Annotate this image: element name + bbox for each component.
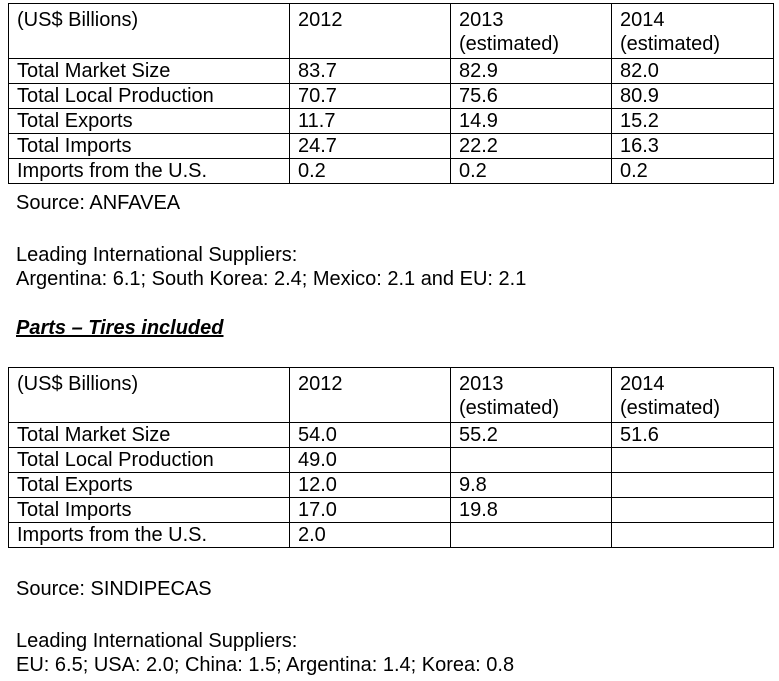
value-cell: 11.7	[289, 108, 451, 134]
row-label-cell: Total Imports	[8, 133, 290, 159]
table-row: Total Market Size 83.7 82.9 82.0	[8, 58, 774, 84]
value-cell: 75.6	[450, 83, 612, 109]
value-cell: 17.0	[289, 497, 451, 523]
column-header: 2014 (estimated)	[611, 3, 774, 59]
table1-suppliers-label: Leading International Suppliers:	[16, 244, 298, 266]
value-cell: 14.9	[450, 108, 612, 134]
value-cell: 24.7	[289, 133, 451, 159]
table-row: Total Exports 12.0 9.8	[8, 472, 774, 498]
value-cell	[611, 522, 774, 548]
table-row: Imports from the U.S. 2.0	[8, 522, 774, 548]
table-row: Total Market Size 54.0 55.2 51.6	[8, 422, 774, 448]
table1-suppliers-text: Argentina: 6.1; South Korea: 2.4; Mexico…	[16, 268, 527, 290]
table-row: Total Local Production 49.0	[8, 447, 774, 473]
value-cell: 54.0	[289, 422, 451, 448]
table-row: Imports from the U.S. 0.2 0.2 0.2	[8, 158, 774, 184]
parts-market-table: (US$ Billions) 2012 2013 (estimated) 2014 (es…	[8, 367, 774, 548]
row-label-cell: Total Market Size	[8, 422, 290, 448]
row-label-cell: Total Imports	[8, 497, 290, 523]
parts-section-heading: Parts – Tires included	[16, 317, 224, 339]
value-cell	[450, 447, 612, 473]
value-cell	[450, 522, 612, 548]
table-row: Total Imports 24.7 22.2 16.3	[8, 133, 774, 159]
value-cell: 80.9	[611, 83, 774, 109]
row-label-cell: Imports from the U.S.	[8, 158, 290, 184]
value-cell: 82.0	[611, 58, 774, 84]
value-cell: 0.2	[611, 158, 774, 184]
value-cell: 2.0	[289, 522, 451, 548]
column-header: 2012	[289, 367, 451, 423]
value-cell: 0.2	[450, 158, 612, 184]
column-header: (US$ Billions)	[8, 367, 290, 423]
value-cell	[611, 497, 774, 523]
value-cell	[611, 472, 774, 498]
row-label-cell: Total Market Size	[8, 58, 290, 84]
value-cell: 70.7	[289, 83, 451, 109]
row-label-cell: Total Local Production	[8, 447, 290, 473]
value-cell: 9.8	[450, 472, 612, 498]
row-label-cell: Total Exports	[8, 472, 290, 498]
value-cell: 16.3	[611, 133, 774, 159]
value-cell: 0.2	[289, 158, 451, 184]
value-cell: 19.8	[450, 497, 612, 523]
value-cell: 49.0	[289, 447, 451, 473]
table2-source: Source: SINDIPECAS	[16, 578, 212, 600]
column-header: 2012	[289, 3, 451, 59]
value-cell: 12.0	[289, 472, 451, 498]
column-header: 2013 (estimated)	[450, 3, 612, 59]
table2-suppliers-label: Leading International Suppliers:	[16, 630, 298, 652]
vehicles-market-table: (US$ Billions) 2012 2013 (estimated) 2014 (es…	[8, 3, 774, 184]
table1-source: Source: ANFAVEA	[16, 192, 181, 214]
column-header: (US$ Billions)	[8, 3, 290, 59]
column-header: 2013 (estimated)	[450, 367, 612, 423]
table-header-row: (US$ Billions) 2012 2013 (estimated) 2014 (es…	[8, 3, 774, 59]
table-header-row: (US$ Billions) 2012 2013 (estimated) 2014 (es…	[8, 367, 774, 423]
value-cell: 51.6	[611, 422, 774, 448]
table2-suppliers-text: EU: 6.5; USA: 2.0; China: 1.5; Argentina…	[16, 654, 515, 676]
value-cell: 22.2	[450, 133, 612, 159]
value-cell: 55.2	[450, 422, 612, 448]
table-row: Total Exports 11.7 14.9 15.2	[8, 108, 774, 134]
value-cell: 15.2	[611, 108, 774, 134]
value-cell	[611, 447, 774, 473]
row-label-cell: Total Exports	[8, 108, 290, 134]
row-label-cell: Imports from the U.S.	[8, 522, 290, 548]
value-cell: 83.7	[289, 58, 451, 84]
row-label-cell: Total Local Production	[8, 83, 290, 109]
value-cell: 82.9	[450, 58, 612, 84]
table-row: Total Imports 17.0 19.8	[8, 497, 774, 523]
table-row: Total Local Production 70.7 75.6 80.9	[8, 83, 774, 109]
column-header: 2014 (estimated)	[611, 367, 774, 423]
